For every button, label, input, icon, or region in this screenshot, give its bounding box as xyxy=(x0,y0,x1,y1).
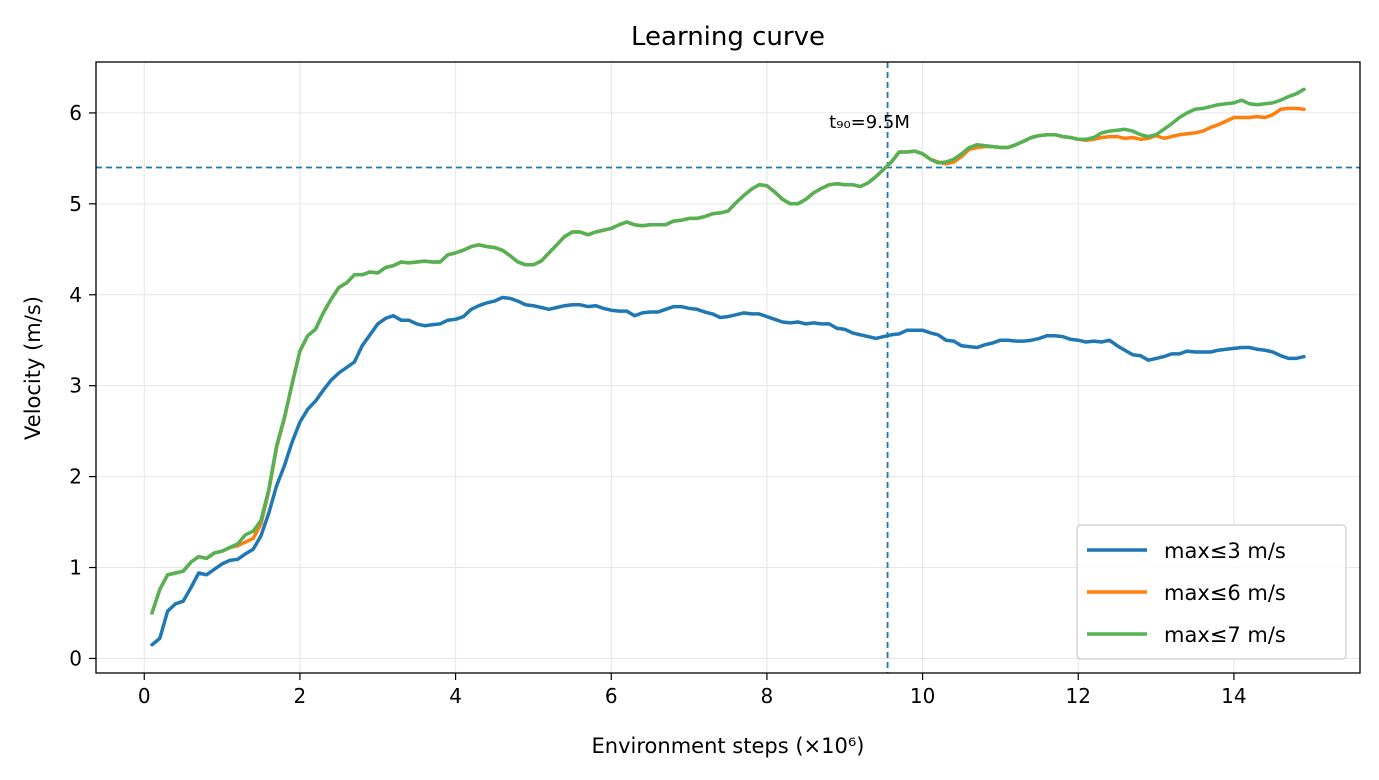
x-tick-label: 10 xyxy=(910,684,935,708)
y-tick-label: 3 xyxy=(69,374,82,398)
y-tick-label: 0 xyxy=(69,646,82,670)
x-tick-label: 8 xyxy=(761,684,774,708)
x-tick-label: 2 xyxy=(294,684,307,708)
y-tick-label: 1 xyxy=(69,556,82,580)
x-tick-label: 12 xyxy=(1066,684,1091,708)
legend-box xyxy=(1076,524,1347,660)
x-tick-label: 6 xyxy=(605,684,618,708)
plot-frame xyxy=(95,61,1361,674)
y-tick-label: 6 xyxy=(69,101,82,125)
y-axis-label: Velocity (m/s) xyxy=(21,296,45,440)
y-tick-label: 2 xyxy=(69,465,82,489)
x-axis-ticks: 0 2 4 6 8 10 12 14 xyxy=(138,673,1247,708)
series-line-0 xyxy=(150,295,1306,647)
legend-label-max6: max≤6 m/s xyxy=(1164,581,1286,605)
x-axis-label: Environment steps (×10⁶) xyxy=(592,734,865,758)
legend: max≤3 m/s max≤6 m/s max≤7 m/s xyxy=(1076,524,1347,660)
x-tick-label: 4 xyxy=(449,684,462,708)
legend-label-max3: max≤3 m/s xyxy=(1164,539,1286,563)
chart-title: Learning curve xyxy=(631,22,825,52)
y-tick-label: 4 xyxy=(69,283,82,307)
series-lines xyxy=(150,87,1306,647)
series-line-2 xyxy=(150,87,1306,615)
y-axis-ticks: 0 1 2 3 4 5 6 xyxy=(69,101,96,670)
x-tick-label: 0 xyxy=(138,684,151,708)
x-tick-label: 14 xyxy=(1221,684,1246,708)
y-tick-label: 5 xyxy=(69,192,82,216)
legend-label-max7: max≤7 m/s xyxy=(1164,623,1286,647)
t90-annotation: t₉₀=9.5M xyxy=(829,112,910,133)
